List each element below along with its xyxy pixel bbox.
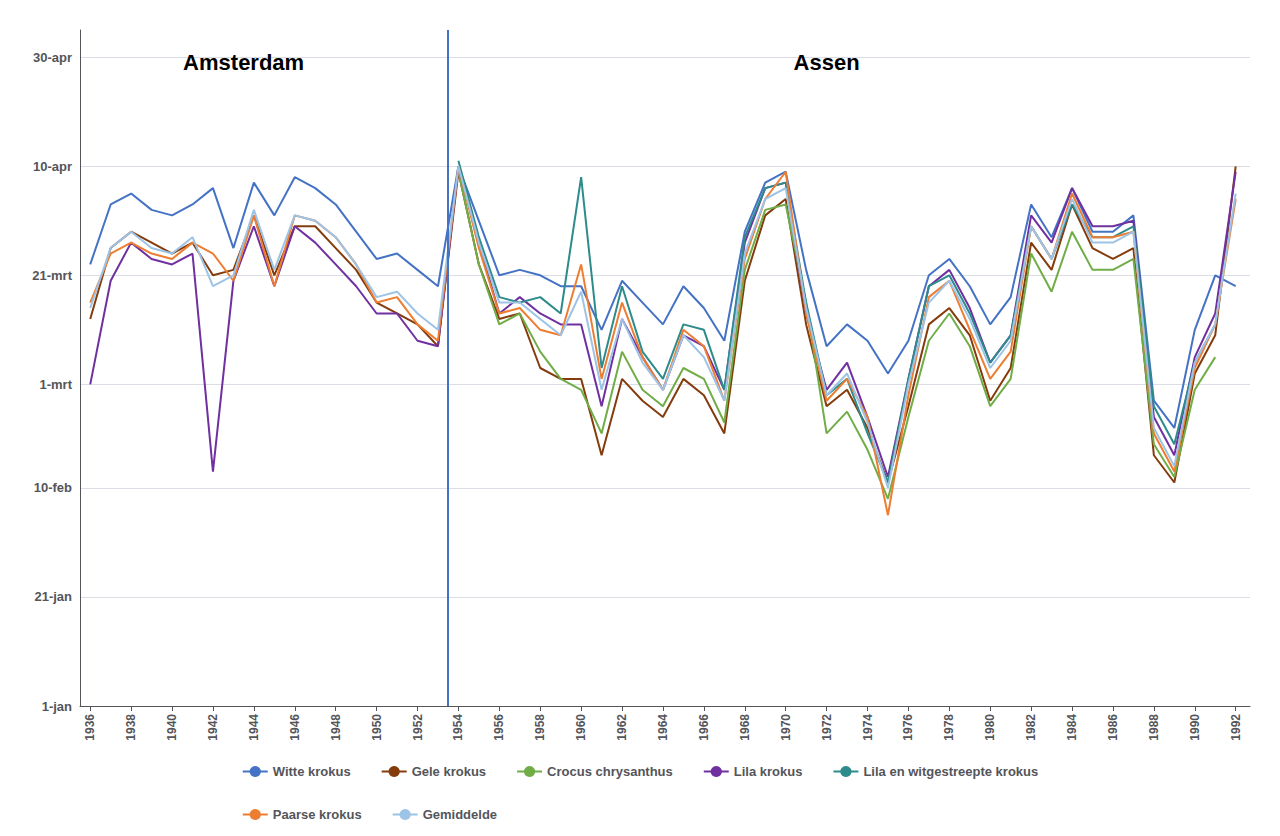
- svg-text:30-apr: 30-apr: [33, 50, 72, 65]
- svg-text:1960: 1960: [574, 714, 588, 741]
- svg-text:Paarse krokus: Paarse krokus: [273, 807, 362, 822]
- svg-text:1956: 1956: [492, 714, 506, 741]
- svg-text:1-mrt: 1-mrt: [39, 377, 72, 392]
- svg-text:Gele krokus: Gele krokus: [412, 764, 486, 779]
- svg-text:Witte krokus: Witte krokus: [273, 764, 351, 779]
- svg-text:1968: 1968: [738, 714, 752, 741]
- svg-text:1966: 1966: [697, 714, 711, 741]
- svg-text:1988: 1988: [1147, 714, 1161, 741]
- svg-text:1982: 1982: [1024, 714, 1038, 741]
- svg-text:1972: 1972: [820, 714, 834, 741]
- svg-text:21-mrt: 21-mrt: [32, 268, 72, 283]
- svg-text:1978: 1978: [942, 714, 956, 741]
- svg-text:10-feb: 10-feb: [34, 480, 72, 495]
- svg-text:1950: 1950: [370, 714, 384, 741]
- svg-text:1980: 1980: [983, 714, 997, 741]
- svg-text:1952: 1952: [411, 714, 425, 741]
- svg-text:1946: 1946: [288, 714, 302, 741]
- svg-text:1954: 1954: [451, 714, 465, 741]
- svg-text:1976: 1976: [901, 714, 915, 741]
- svg-text:10-apr: 10-apr: [33, 159, 72, 174]
- svg-text:Crocus chrysanthus: Crocus chrysanthus: [547, 764, 673, 779]
- svg-text:1992: 1992: [1229, 714, 1243, 741]
- svg-text:Assen: Assen: [794, 50, 860, 75]
- svg-text:21-jan: 21-jan: [34, 589, 72, 604]
- svg-text:Lila en witgestreepte krokus: Lila en witgestreepte krokus: [863, 764, 1038, 779]
- svg-text:Amsterdam: Amsterdam: [183, 50, 304, 75]
- svg-text:1962: 1962: [615, 714, 629, 741]
- svg-text:1942: 1942: [206, 714, 220, 741]
- svg-text:1990: 1990: [1188, 714, 1202, 741]
- svg-text:1938: 1938: [124, 714, 138, 741]
- svg-text:Lila krokus: Lila krokus: [734, 764, 803, 779]
- svg-text:1964: 1964: [656, 714, 670, 741]
- svg-text:1944: 1944: [247, 714, 261, 741]
- svg-text:1958: 1958: [533, 714, 547, 741]
- svg-text:1970: 1970: [779, 714, 793, 741]
- svg-text:1986: 1986: [1106, 714, 1120, 741]
- svg-text:1-jan: 1-jan: [42, 699, 72, 714]
- svg-text:1948: 1948: [329, 714, 343, 741]
- svg-text:1940: 1940: [165, 714, 179, 741]
- svg-text:1936: 1936: [83, 714, 97, 741]
- svg-text:1974: 1974: [861, 714, 875, 741]
- svg-text:Gemiddelde: Gemiddelde: [423, 807, 497, 822]
- svg-text:1984: 1984: [1065, 714, 1079, 741]
